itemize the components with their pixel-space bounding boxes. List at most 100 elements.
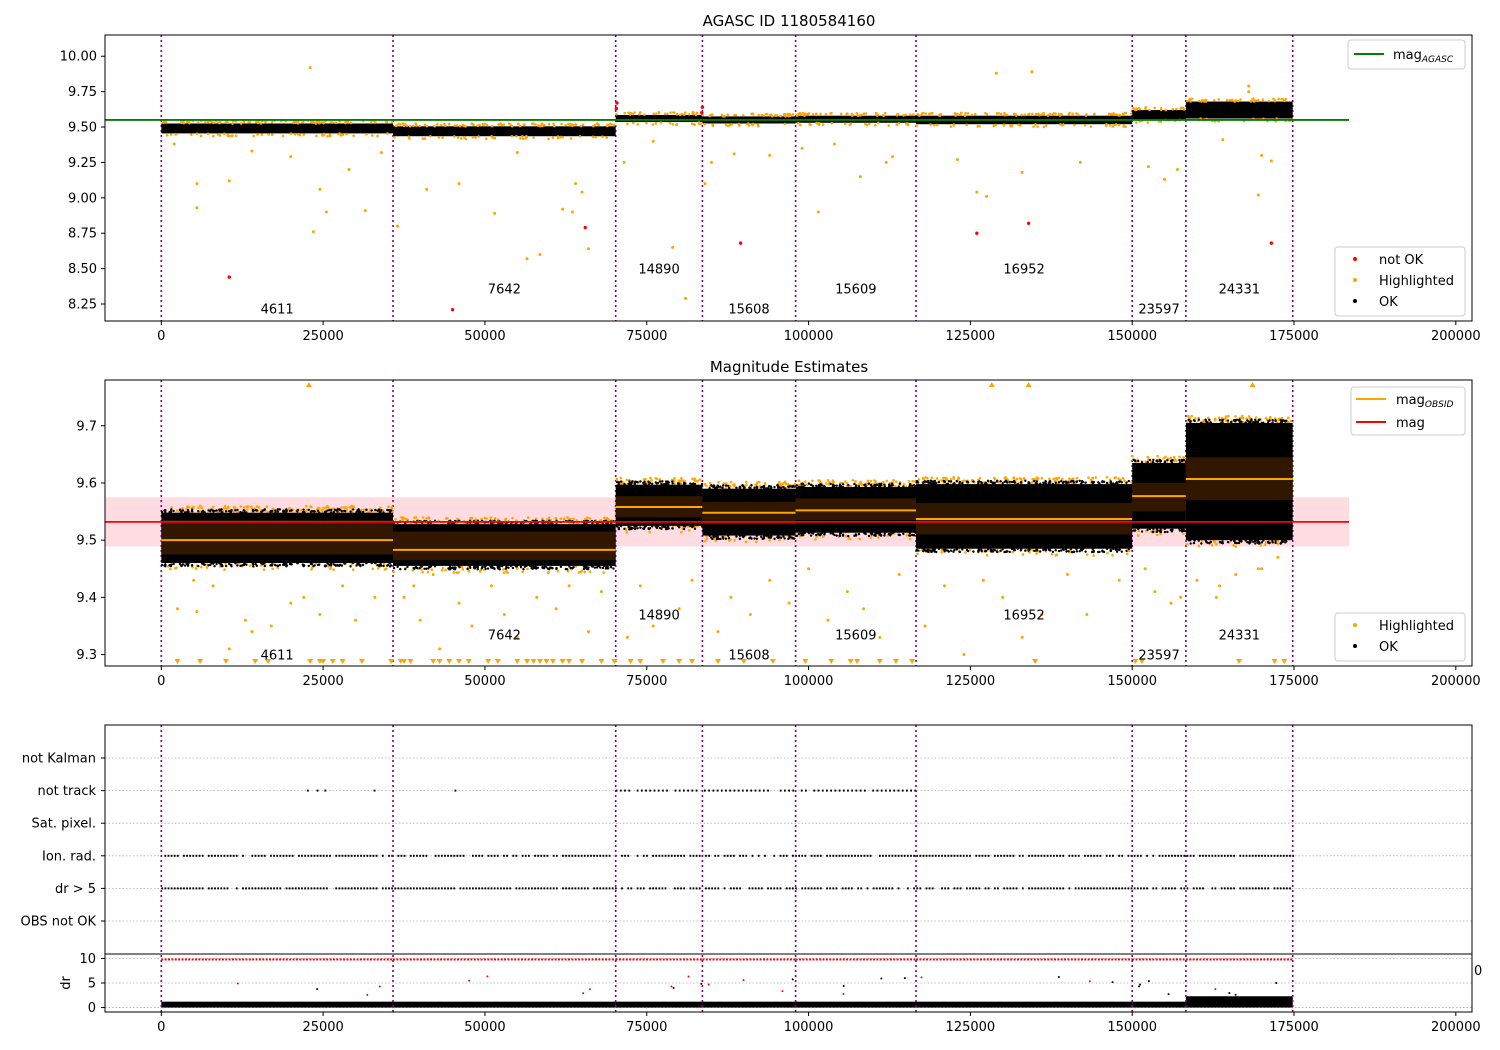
p3-dr-clipped-point	[705, 958, 708, 961]
p1-highlighted-point	[1023, 113, 1027, 117]
p3-flag-point	[682, 789, 685, 792]
p1-highlighted-point	[795, 114, 799, 117]
p2-ok-point	[1238, 420, 1242, 423]
p2-ok-point	[285, 562, 288, 565]
p3-flag-point	[450, 887, 453, 890]
p3-flag-point	[779, 789, 782, 792]
p1-highlighted-point	[651, 139, 655, 143]
p1-highlighted-point	[463, 135, 466, 139]
p2-ok-point	[943, 480, 946, 483]
p3-flag-point	[412, 854, 415, 857]
p3-dr-point	[920, 976, 923, 979]
p1-highlighted-point	[458, 124, 462, 128]
p2-ok-point	[1054, 481, 1057, 485]
p2-highlighted-point	[1055, 553, 1059, 557]
p2-ok-point	[361, 510, 365, 514]
p2-highlighted-point	[805, 483, 809, 487]
p3-flag-point	[804, 854, 807, 857]
p2-highlighted-point	[923, 624, 927, 628]
p3-flag-point	[919, 854, 922, 857]
p3-dr-clipped-point	[349, 958, 352, 961]
p3-dr-clipped-point	[517, 958, 520, 961]
p3-flag-point	[325, 887, 328, 890]
p3-flag-point	[437, 854, 440, 857]
p3-flag-point	[493, 887, 496, 890]
p2-highlighted-point	[729, 480, 733, 484]
p3-flag-point	[214, 854, 216, 857]
p1-highlighted-point	[994, 123, 998, 127]
p3-flag-point	[207, 887, 210, 890]
p3-flag-point	[922, 854, 925, 857]
p3-flag-point	[816, 854, 819, 857]
p2-highlighted-point	[797, 479, 801, 483]
p3-dr-clipped-point	[1199, 958, 1202, 961]
p3-dr-clipped-point	[1135, 958, 1138, 961]
p3-flag-point	[537, 854, 540, 857]
p3-flag-point	[888, 854, 891, 857]
p3-dr-ok-band	[1132, 1001, 1186, 1008]
p1-highlighted-point	[673, 111, 676, 114]
p2-highlighted-point	[382, 562, 386, 566]
p3-dr-clipped-point	[390, 958, 393, 961]
p2-ok-point	[735, 486, 738, 490]
p2-ok-point	[958, 550, 962, 554]
p3-dr-clipped-point	[393, 958, 396, 961]
p1-highlighted-point	[895, 123, 899, 126]
p2-ok-point	[324, 564, 328, 568]
p2-highlighted-point	[421, 516, 425, 519]
p3-dr-clipped-point	[245, 958, 248, 961]
p1-highlighted-point	[1186, 99, 1189, 103]
p2-ok-point	[599, 566, 602, 569]
p1-highlighted-point	[586, 247, 590, 251]
p3-flag-point	[251, 887, 254, 890]
p2-highlighted-point	[907, 480, 911, 483]
p1-highlighted-point	[396, 224, 400, 228]
p2-highlighted-point	[200, 565, 203, 569]
p2-highlighted-point	[289, 601, 293, 605]
p3-dr-clipped-point	[436, 958, 439, 961]
p2-ok-point	[1024, 479, 1027, 482]
p1-highlighted-point	[724, 123, 728, 127]
p2-clipped-low-marker	[494, 659, 501, 664]
p3-flag-point	[496, 887, 499, 890]
p3-flag-point	[1139, 887, 1142, 890]
p3-dr-clipped-point	[557, 958, 560, 961]
p2-highlighted-point	[431, 572, 435, 576]
p3-flag-point	[897, 789, 900, 792]
p2-ok-point	[760, 535, 763, 539]
p3-flag-point	[1096, 887, 1099, 890]
p2-ok-point	[977, 482, 980, 485]
p2-highlighted-point	[1060, 477, 1064, 481]
p3-flag-point	[813, 887, 816, 890]
p2-highlighted-point	[964, 551, 967, 554]
p3-dr-clipped-point	[795, 958, 798, 961]
p2-ok-point	[682, 527, 686, 531]
p3-flag-point	[366, 887, 369, 890]
p3-flag-point	[891, 887, 894, 890]
p1-highlighted-point	[250, 149, 254, 153]
p3-flag-point	[1192, 854, 1195, 857]
p2-ok-point	[1249, 541, 1252, 544]
p3-flag-point	[211, 887, 213, 890]
p3-flag-point	[434, 854, 437, 857]
p2-highlighted-point	[784, 481, 787, 485]
p1-highlighted-point	[401, 122, 405, 125]
p2-ok-point	[1218, 540, 1222, 544]
p3-dr-clipped-point	[682, 958, 685, 961]
p1-highlighted-point	[856, 114, 860, 117]
p1-highlighted-point	[1020, 113, 1023, 117]
p2-ok-point	[811, 485, 815, 488]
p2-highlighted-point	[1175, 459, 1178, 463]
p2-ok-point	[1044, 547, 1047, 551]
p2-ok-point	[180, 564, 183, 567]
p3-flag-point	[447, 887, 449, 890]
p2-highlighted-point	[687, 529, 691, 532]
p1-not-ok-point	[975, 231, 979, 235]
p3-dr-clipped-point	[996, 958, 999, 961]
p2-highlighted-point	[224, 562, 227, 566]
p2-highlighted-point	[414, 516, 418, 519]
p3-flag-point	[1220, 854, 1223, 857]
p2-ok-point	[1163, 460, 1167, 463]
p2-ok-point	[1166, 458, 1169, 462]
p3-flag-point	[1127, 854, 1130, 857]
